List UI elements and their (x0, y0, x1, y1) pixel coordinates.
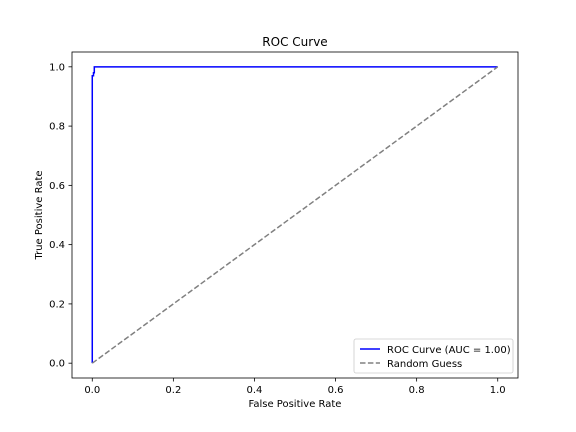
x-tick-label: 1.0 (490, 385, 506, 396)
y-tick-label: 0.6 (49, 181, 65, 192)
legend-label-random: Random Guess (387, 359, 462, 370)
x-axis-ticks: 0.0 0.2 0.4 0.6 0.8 1.0 (84, 378, 506, 396)
y-axis-label: True Positive Rate (34, 170, 45, 260)
legend-frame (353, 338, 514, 374)
x-tick-label: 0.0 (84, 385, 100, 396)
x-tick-label: 0.8 (409, 385, 425, 396)
y-tick-label: 0.4 (49, 240, 65, 251)
plot-frame (71, 51, 519, 379)
legend-label-roc: ROC Curve (AUC = 1.00) (387, 345, 511, 356)
roc-curve-line (91, 66, 498, 364)
x-axis-label: False Positive Rate (249, 399, 342, 410)
chart-legend: ROC Curve (AUC = 1.00) Random Guess (353, 338, 514, 374)
random-guess-line (91, 66, 499, 364)
y-tick-label: 0.2 (49, 299, 65, 310)
x-tick-label: 0.2 (165, 385, 181, 396)
y-tick-label: 0.0 (49, 359, 65, 370)
x-tick-label: 0.4 (247, 385, 263, 396)
chart-title: ROC Curve (262, 35, 327, 49)
x-tick-label: 0.6 (328, 385, 344, 396)
y-tick-label: 0.8 (49, 122, 65, 133)
y-tick-label: 1.0 (49, 62, 65, 73)
y-axis-ticks: 0.0 0.2 0.4 0.6 0.8 1.0 (49, 62, 72, 370)
chart-series (91, 66, 499, 364)
